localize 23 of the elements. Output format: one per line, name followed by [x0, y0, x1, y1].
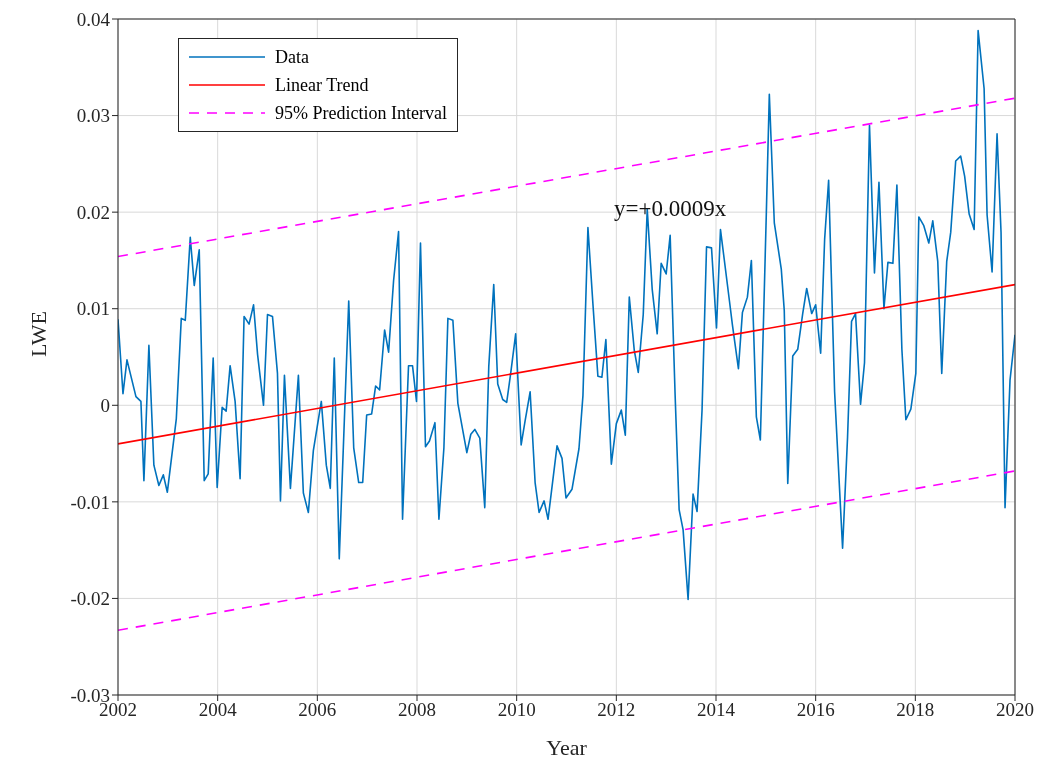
y-tick-label: 0.02 — [76, 201, 110, 223]
x-tick-label: 2010 — [497, 699, 536, 721]
x-tick-label: 2016 — [796, 699, 835, 721]
x-tick-label: 2020 — [996, 699, 1034, 721]
y-tick-label: -0.02 — [70, 588, 110, 610]
y-tick-label: 0.01 — [76, 298, 110, 320]
legend-label: Data — [275, 46, 309, 68]
x-tick-label: 2018 — [896, 699, 935, 721]
y-tick-label: -0.01 — [70, 491, 110, 513]
x-tick-label: 2012 — [597, 699, 636, 721]
x-tick-label: 2014 — [697, 699, 736, 721]
y-tick-label: 0.03 — [76, 105, 110, 127]
y-tick-label: 0 — [100, 395, 110, 417]
y-tick-label: 0.04 — [76, 8, 111, 30]
x-tick-label: 2006 — [298, 699, 337, 721]
x-tick-label: 2008 — [398, 699, 436, 721]
legend-label: 95% Prediction Interval — [275, 102, 447, 124]
y-axis-title: LWE — [25, 310, 51, 357]
line-series — [118, 29, 1015, 601]
legend-label: Linear Trend — [275, 74, 369, 96]
x-axis-title: Year — [546, 735, 588, 760]
x-tick-label: 2004 — [198, 699, 238, 721]
annotation: y=+0.0009x — [614, 196, 727, 222]
